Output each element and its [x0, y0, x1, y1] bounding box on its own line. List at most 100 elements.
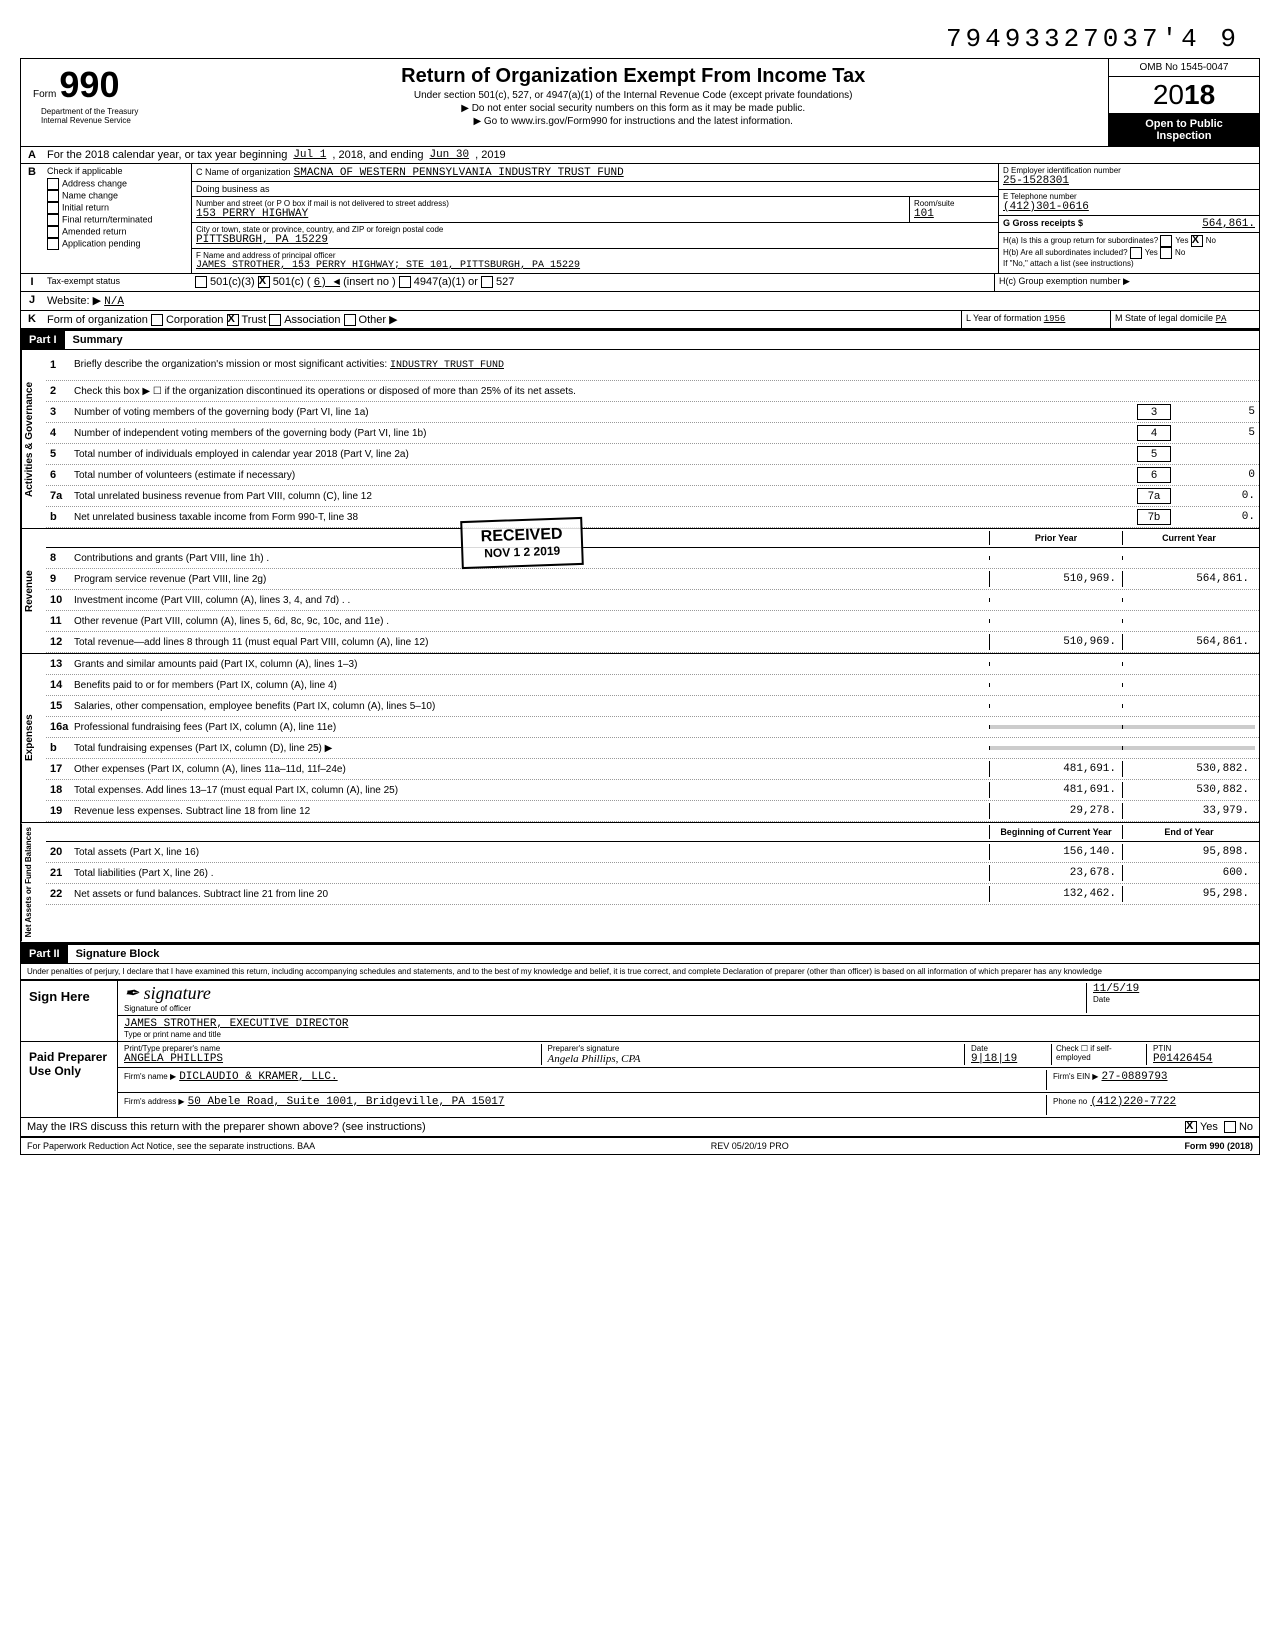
tracking-number: 79493327037'4 9	[20, 20, 1260, 58]
checkbox-ha-no[interactable]	[1191, 235, 1203, 247]
col-end-year: End of Year	[1122, 825, 1255, 839]
line-a-endyear: , 2019	[475, 149, 506, 161]
firm-phone-label: Phone no	[1053, 1097, 1087, 1106]
room-suite: 101	[914, 208, 994, 220]
hb-row: H(b) Are all subordinates included? Yes …	[1003, 247, 1255, 259]
tax-year: 2018	[1109, 77, 1259, 114]
summary-line: 16a Professional fundraising fees (Part …	[46, 717, 1259, 738]
line-a-mid: , 2018, and ending	[332, 149, 423, 161]
org-name-label: C Name of organization	[196, 167, 291, 177]
label-name-change: Name change	[62, 190, 118, 200]
check-applicable-label: Check if applicable	[47, 166, 187, 176]
summary-line: 7a Total unrelated business revenue from…	[46, 486, 1259, 507]
prep-date-label: Date	[971, 1044, 1051, 1053]
prep-sig-label: Preparer's signature	[548, 1044, 965, 1053]
label-4947: 4947(a)(1) or	[414, 276, 478, 288]
checkbox-501c3[interactable]	[195, 276, 207, 288]
summary-line: 20 Total assets (Part X, line 16) 156,14…	[46, 842, 1259, 863]
col-begin-year: Beginning of Current Year	[989, 825, 1122, 839]
summary-line: 21 Total liabilities (Part X, line 26) .…	[46, 863, 1259, 884]
checkbox-hb-yes[interactable]	[1130, 247, 1142, 259]
line-a-label: For the 2018 calendar year, or tax year …	[47, 149, 287, 161]
checkbox-name-change[interactable]	[47, 190, 59, 202]
gross-receipts-value: 564,861.	[1202, 218, 1255, 230]
street-label: Number and street (or P O box if mail is…	[196, 199, 905, 208]
label-initial-return: Initial return	[62, 202, 109, 212]
checkbox-amended[interactable]	[47, 226, 59, 238]
gross-receipts-label: G Gross receipts $	[1003, 218, 1083, 230]
part2-header-row: Part II Signature Block	[21, 943, 1259, 964]
principal-officer: JAMES STROTHER, 153 PERRY HIGHWAY; STE 1…	[196, 260, 994, 271]
omb-number: OMB No 1545-0047	[1109, 59, 1259, 77]
label-501c: 501(c) (	[273, 276, 311, 288]
checkbox-address-change[interactable]	[47, 178, 59, 190]
line1-label: Briefly describe the organization's miss…	[74, 359, 387, 370]
street-address: 153 PERRY HIGHWAY	[196, 208, 905, 220]
hb-note: If "No," attach a list (see instructions…	[1003, 259, 1255, 268]
year-formation-label: L Year of formation	[966, 313, 1041, 323]
checkbox-assoc[interactable]	[269, 314, 281, 326]
summary-line: 10 Investment income (Part VIII, column …	[46, 590, 1259, 611]
summary-line: 11 Other revenue (Part VIII, column (A),…	[46, 611, 1259, 632]
prep-signature: Angela Phillips, CPA	[548, 1053, 965, 1065]
inspection: Inspection	[1113, 130, 1255, 142]
checkbox-final-return[interactable]	[47, 214, 59, 226]
summary-line: 3 Number of voting members of the govern…	[46, 402, 1259, 423]
checkbox-discuss-no[interactable]	[1224, 1121, 1236, 1133]
open-public: Open to Public	[1113, 118, 1255, 130]
checkbox-4947[interactable]	[399, 276, 411, 288]
checkbox-discuss-yes[interactable]	[1185, 1121, 1197, 1133]
checkbox-501c[interactable]	[258, 276, 270, 288]
label-527: 527	[496, 276, 514, 288]
form-number: 990	[59, 64, 119, 105]
side-expenses: Expenses	[21, 654, 46, 822]
form-org-label: Form of organization	[47, 314, 148, 326]
state-domicile: PA	[1216, 314, 1227, 324]
form-label: Form	[33, 89, 56, 100]
form-note-ssn: ▶ Do not enter social security numbers o…	[170, 103, 1096, 114]
summary-line: 5 Total number of individuals employed i…	[46, 444, 1259, 465]
label-501c3: 501(c)(3)	[210, 276, 255, 288]
prep-date: 9|18|19	[971, 1053, 1051, 1065]
checkbox-other[interactable]	[344, 314, 356, 326]
summary-line: 13 Grants and similar amounts paid (Part…	[46, 654, 1259, 675]
checkbox-corp[interactable]	[151, 314, 163, 326]
checkbox-initial-return[interactable]	[47, 202, 59, 214]
firm-name: DICLAUDIO & KRAMER, LLC.	[179, 1071, 337, 1083]
summary-line: 4 Number of independent voting members o…	[46, 423, 1259, 444]
prep-check-label: Check ☐ if self-employed	[1056, 1044, 1146, 1062]
side-revenue: Revenue	[21, 529, 46, 653]
summary-line: b Net unrelated business taxable income …	[46, 507, 1259, 528]
col-current-year: Current Year	[1122, 531, 1255, 545]
phone-value: (412)301-0616	[1003, 201, 1255, 213]
checkbox-app-pending[interactable]	[47, 238, 59, 250]
checkbox-trust[interactable]	[227, 314, 239, 326]
website-value: N/A	[104, 296, 124, 308]
label-other: Other ▶	[359, 314, 398, 326]
label-assoc: Association	[284, 314, 340, 326]
form-subtitle: Under section 501(c), 527, or 4947(a)(1)…	[170, 90, 1096, 101]
website-label: Website: ▶	[47, 295, 101, 307]
line2-text: Check this box ▶ ☐ if the organization d…	[74, 386, 1255, 397]
summary-line: 6 Total number of volunteers (estimate i…	[46, 465, 1259, 486]
line1-value: INDUSTRY TRUST FUND	[390, 360, 504, 371]
checkbox-527[interactable]	[481, 276, 493, 288]
checkbox-hb-no[interactable]	[1160, 247, 1172, 259]
insert-no: 6) ◄	[314, 277, 340, 289]
label-corp: Corporation	[166, 314, 223, 326]
penalty-statement: Under penalties of perjury, I declare th…	[21, 964, 1259, 979]
checkbox-ha-yes[interactable]	[1160, 235, 1172, 247]
prep-name-label: Print/Type preparer's name	[124, 1044, 541, 1053]
label-discuss-yes: Yes	[1200, 1121, 1218, 1133]
side-netassets: Net Assets or Fund Balances	[21, 823, 46, 941]
col-prior-year: Prior Year	[989, 531, 1122, 545]
firm-ein-label: Firm's EIN ▶	[1053, 1072, 1098, 1081]
summary-line: 12 Total revenue—add lines 8 through 11 …	[46, 632, 1259, 653]
line-a: A For the 2018 calendar year, or tax yea…	[21, 147, 1259, 164]
firm-ein: 27-0889793	[1102, 1071, 1168, 1083]
firm-phone: (412)220-7722	[1090, 1096, 1176, 1108]
sign-date-label: Date	[1093, 995, 1253, 1004]
firm-name-label: Firm's name ▶	[124, 1072, 176, 1081]
part1-header: Part I	[21, 331, 65, 349]
dba-label: Doing business as	[192, 182, 998, 197]
